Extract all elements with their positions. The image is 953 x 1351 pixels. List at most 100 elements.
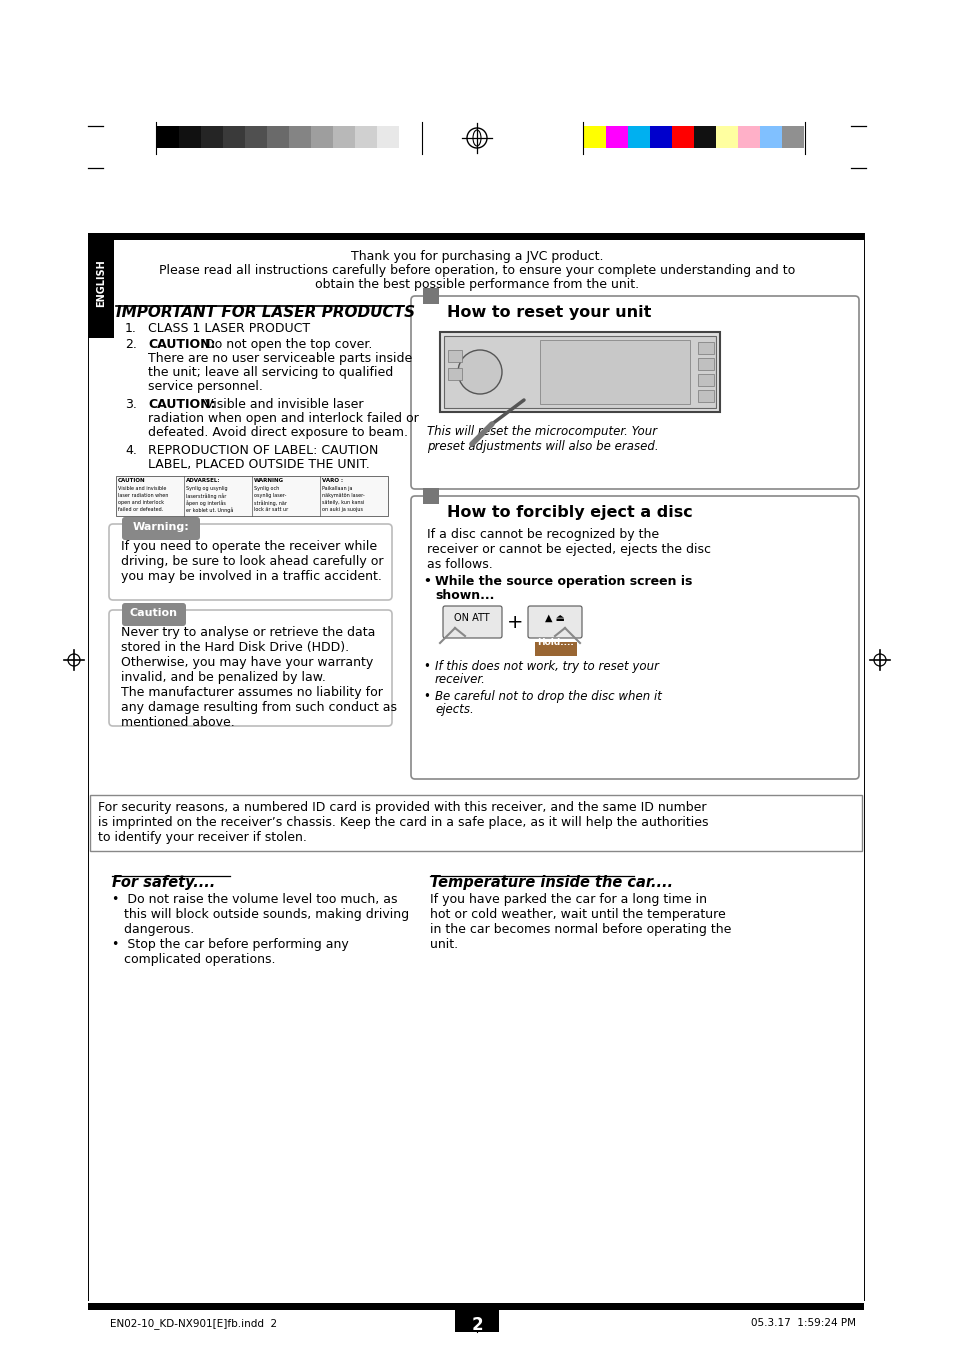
Text: strålning, när: strålning, när: [253, 500, 287, 505]
Text: CAUTION:: CAUTION:: [148, 399, 215, 411]
Bar: [422, 288, 438, 304]
Bar: [311, 126, 333, 149]
Bar: [90, 794, 862, 851]
Text: Temperature inside the car....: Temperature inside the car....: [430, 875, 672, 890]
Text: Hold....: Hold....: [537, 638, 574, 647]
Text: For safety....: For safety....: [112, 875, 215, 890]
Bar: [760, 126, 781, 149]
Text: If a disc cannot be recognized by the
receiver or cannot be ejected, ejects the : If a disc cannot be recognized by the re…: [427, 528, 710, 571]
Text: radiation when open and interlock failed or: radiation when open and interlock failed…: [148, 412, 418, 426]
Text: CAUTION: CAUTION: [118, 478, 146, 484]
Text: LABEL, PLACED OUTSIDE THE UNIT.: LABEL, PLACED OUTSIDE THE UNIT.: [148, 458, 370, 471]
Text: IMPORTANT FOR LASER PRODUCTS: IMPORTANT FOR LASER PRODUCTS: [116, 305, 415, 320]
Text: •  Do not raise the volume level too much, as
   this will block outside sounds,: • Do not raise the volume level too much…: [112, 893, 409, 966]
Text: Caution: Caution: [130, 608, 178, 617]
Bar: [781, 126, 803, 149]
Text: 2: 2: [471, 1316, 482, 1333]
Text: Thank you for purchasing a JVC product.: Thank you for purchasing a JVC product.: [351, 250, 602, 263]
Text: Warning:: Warning:: [132, 521, 190, 531]
Bar: [88, 1302, 863, 1310]
Bar: [698, 390, 713, 403]
Text: open and interlock: open and interlock: [118, 500, 164, 505]
Text: VARO :: VARO :: [322, 478, 343, 484]
Text: Visible and invisible: Visible and invisible: [118, 486, 166, 490]
Bar: [738, 126, 760, 149]
Bar: [88, 232, 863, 240]
Text: •: •: [422, 690, 430, 703]
FancyBboxPatch shape: [411, 496, 858, 780]
Text: lock är satt ur: lock är satt ur: [253, 507, 288, 512]
Text: Please read all instructions carefully before operation, to ensure your complete: Please read all instructions carefully b…: [159, 263, 794, 277]
Text: WARNING: WARNING: [253, 478, 284, 484]
Bar: [267, 126, 289, 149]
Text: Be careful not to drop the disc when it: Be careful not to drop the disc when it: [435, 690, 661, 703]
Text: defeated. Avoid direct exposure to beam.: defeated. Avoid direct exposure to beam.: [148, 426, 408, 439]
Bar: [289, 126, 311, 149]
FancyBboxPatch shape: [411, 296, 858, 489]
Text: REPRODUCTION OF LABEL: CAUTION: REPRODUCTION OF LABEL: CAUTION: [148, 444, 378, 457]
Text: If you need to operate the receiver while
driving, be sure to look ahead careful: If you need to operate the receiver whil…: [121, 540, 383, 584]
Bar: [539, 340, 689, 404]
Text: the unit; leave all servicing to qualified: the unit; leave all servicing to qualifi…: [148, 366, 393, 380]
Text: 4.: 4.: [125, 444, 136, 457]
Bar: [355, 126, 376, 149]
Text: obtain the best possible performance from the unit.: obtain the best possible performance fro…: [314, 278, 639, 290]
Text: For security reasons, a numbered ID card is provided with this receiver, and the: For security reasons, a numbered ID card…: [98, 801, 708, 844]
Text: Synlig og usynlig: Synlig og usynlig: [186, 486, 228, 490]
Bar: [439, 332, 720, 412]
Bar: [398, 126, 420, 149]
Text: CLASS 1 LASER PRODUCT: CLASS 1 LASER PRODUCT: [148, 322, 310, 335]
FancyBboxPatch shape: [109, 524, 392, 600]
Text: 3.: 3.: [125, 399, 136, 411]
Text: How to forcibly eject a disc: How to forcibly eject a disc: [447, 505, 692, 520]
Text: er koblet ut. Unngå: er koblet ut. Unngå: [186, 507, 233, 512]
Bar: [448, 350, 461, 362]
Bar: [455, 1310, 498, 1332]
Text: shown...: shown...: [435, 589, 494, 603]
Text: receiver.: receiver.: [435, 673, 485, 686]
Text: osynlig laser-: osynlig laser-: [253, 493, 286, 499]
Text: EN02-10_KD-NX901[E]fb.indd  2: EN02-10_KD-NX901[E]fb.indd 2: [110, 1319, 276, 1329]
Text: ▲ ⏏: ▲ ⏏: [544, 613, 564, 623]
Bar: [157, 126, 179, 149]
Bar: [698, 374, 713, 386]
FancyBboxPatch shape: [109, 611, 392, 725]
Text: If you have parked the car for a long time in
hot or cold weather, wait until th: If you have parked the car for a long ti…: [430, 893, 731, 951]
Bar: [716, 126, 738, 149]
Text: How to reset your unit: How to reset your unit: [447, 305, 651, 320]
Bar: [448, 367, 461, 380]
Bar: [201, 126, 223, 149]
Bar: [88, 238, 113, 338]
Text: Synlig och: Synlig och: [253, 486, 279, 490]
Text: Paikallaan ja: Paikallaan ja: [322, 486, 352, 490]
Text: ejects.: ejects.: [435, 703, 474, 716]
Text: Never try to analyse or retrieve the data
stored in the Hard Disk Drive (HDD).
O: Never try to analyse or retrieve the dat…: [121, 626, 396, 730]
Bar: [605, 126, 627, 149]
Text: Visible and invisible laser: Visible and invisible laser: [201, 399, 363, 411]
Text: CAUTION:: CAUTION:: [148, 338, 215, 351]
Bar: [698, 342, 713, 354]
Text: +: +: [506, 613, 522, 632]
FancyBboxPatch shape: [122, 517, 200, 540]
Bar: [179, 126, 201, 149]
Text: ENGLISH: ENGLISH: [96, 259, 106, 307]
Text: on auki ja suojus: on auki ja suojus: [322, 507, 363, 512]
Bar: [627, 126, 649, 149]
Text: ADVARSEL:: ADVARSEL:: [186, 478, 220, 484]
Text: laser radiation when: laser radiation when: [118, 493, 168, 499]
Bar: [693, 126, 716, 149]
Text: 1.: 1.: [125, 322, 136, 335]
Bar: [649, 126, 671, 149]
Bar: [245, 126, 267, 149]
Bar: [422, 488, 438, 504]
FancyBboxPatch shape: [442, 607, 501, 638]
Text: säteily, kun kansi: säteily, kun kansi: [322, 500, 364, 505]
Text: •: •: [422, 576, 431, 588]
Text: Do not open the top cover.: Do not open the top cover.: [201, 338, 372, 351]
Text: If this does not work, try to reset your: If this does not work, try to reset your: [435, 661, 659, 673]
Bar: [116, 476, 388, 516]
Bar: [333, 126, 355, 149]
Text: service personnel.: service personnel.: [148, 380, 263, 393]
Text: ON ATT: ON ATT: [454, 613, 489, 623]
Bar: [698, 358, 713, 370]
